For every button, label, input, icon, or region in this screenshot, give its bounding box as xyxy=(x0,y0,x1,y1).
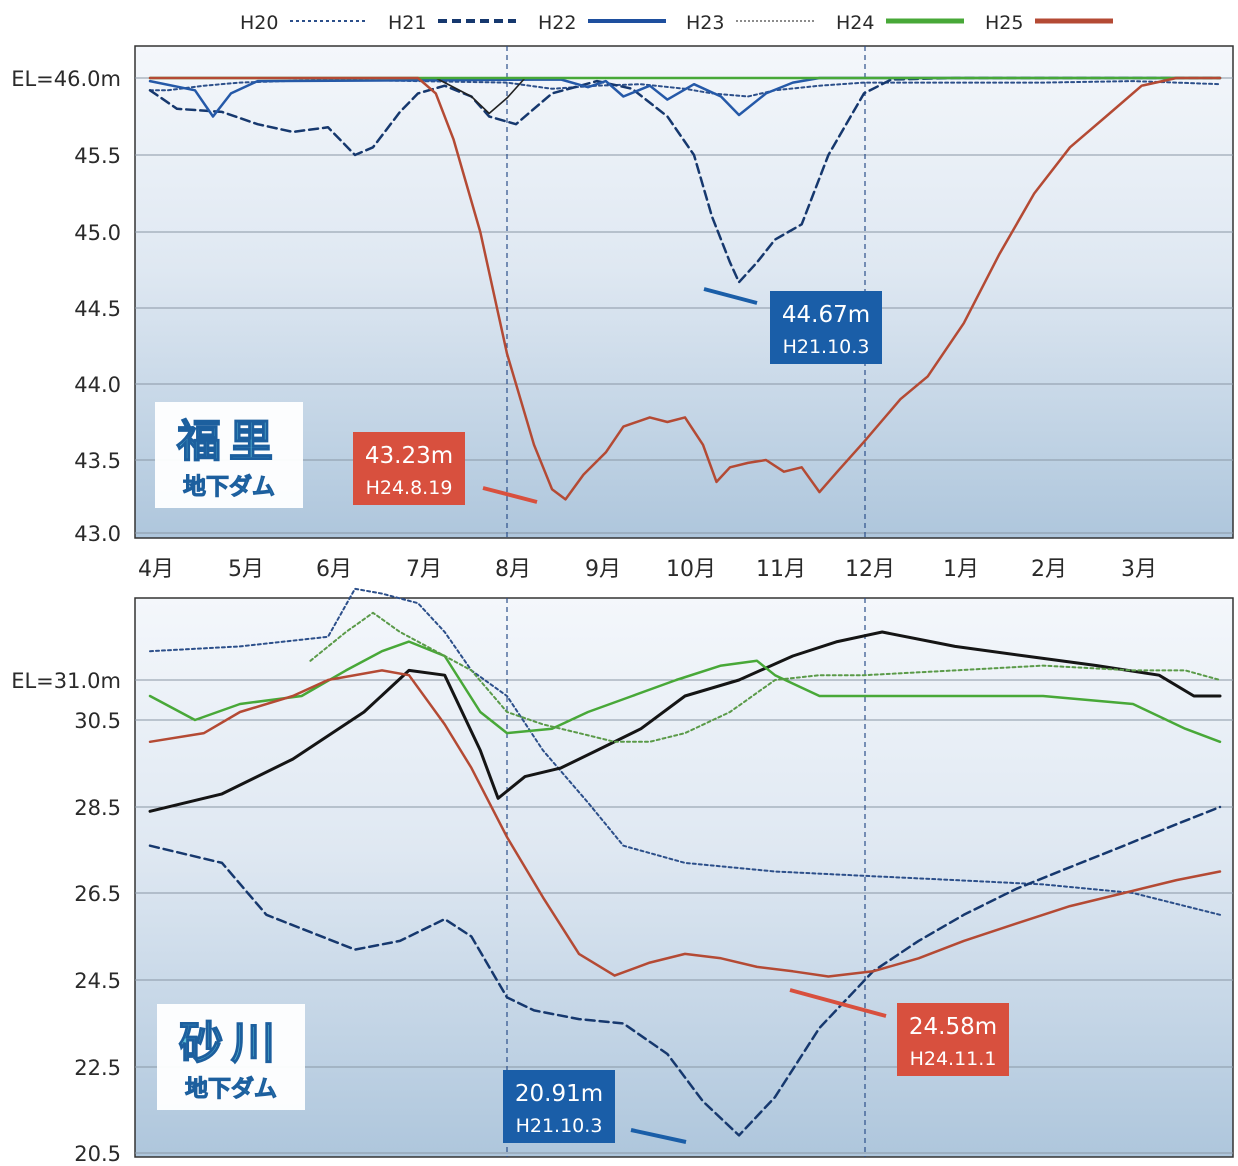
y-tick-label: 24.5 xyxy=(74,969,121,993)
y-tick-label: EL=46.0m xyxy=(11,67,121,91)
callout-value: 20.91m xyxy=(515,1081,603,1107)
y-tick-label: 44.0 xyxy=(74,373,121,397)
y-tick-label: EL=31.0m xyxy=(11,669,121,693)
dam-type-label: 地下ダム xyxy=(185,1075,277,1102)
callout-leader xyxy=(482,486,538,504)
series-line-h21 xyxy=(148,76,1222,284)
y-tick-label: 28.5 xyxy=(74,796,121,820)
legend: H20 H21 H22 H23 H24 H25 xyxy=(240,12,1113,34)
legend-label-h23: H23 xyxy=(686,12,724,34)
callout-date: H21.10.3 xyxy=(783,336,870,358)
plot-area xyxy=(134,597,1234,1158)
dam-name-badge xyxy=(155,402,303,508)
callout-leader xyxy=(789,988,887,1018)
y-tick-label: 30.5 xyxy=(74,709,121,733)
x-tick-label: 9月 xyxy=(585,557,621,582)
x-tick-label: 2月 xyxy=(1031,557,1067,582)
dam-name: 砂川 xyxy=(179,1018,283,1069)
x-tick-label: 4月 xyxy=(138,557,174,582)
y-tick-label: 45.5 xyxy=(74,144,121,168)
callout-value: 43.23m xyxy=(365,443,453,469)
callout-value: 24.58m xyxy=(909,1014,997,1040)
x-tick-label: 8月 xyxy=(495,557,531,582)
legend-label-h25: H25 xyxy=(985,12,1023,34)
y-tick-label: 44.5 xyxy=(74,297,121,321)
y-tick-label: 43.5 xyxy=(74,449,121,473)
x-tick-label: 6月 xyxy=(316,557,352,582)
callout-value: 44.67m xyxy=(782,302,870,328)
y-tick-label: 26.5 xyxy=(74,882,121,906)
callout-box xyxy=(503,1070,615,1143)
x-tick-label: 10月 xyxy=(666,557,716,582)
x-tick-label: 12月 xyxy=(845,557,895,582)
x-axis-month-labels: 4月 5月 6月 7月 8月 9月 10月 11月 12月 1月 2月 3月 xyxy=(138,557,1157,582)
y-tick-label: 45.0 xyxy=(74,221,121,245)
series-line-h24 xyxy=(148,640,1222,744)
legend-label-h22: H22 xyxy=(538,12,576,34)
series-line-h25 xyxy=(148,76,1222,501)
dam-name: 福里 xyxy=(176,416,281,467)
callout-date: H24.11.1 xyxy=(910,1048,997,1070)
x-tick-label: 7月 xyxy=(406,557,442,582)
callout-box xyxy=(353,432,465,505)
callout-box xyxy=(897,1003,1009,1076)
callout-date: H24.8.19 xyxy=(366,477,453,499)
x-tick-label: 5月 xyxy=(228,557,264,582)
series-line-h22 xyxy=(148,630,1222,813)
x-tick-label: 3月 xyxy=(1121,557,1157,582)
callout-leader xyxy=(703,287,758,305)
legend-label-h24: H24 xyxy=(836,12,874,34)
series-line-h20 xyxy=(149,587,1221,916)
series-line-h21 xyxy=(148,805,1222,1137)
series-line-h20b xyxy=(309,611,1221,743)
legend-label-h20: H20 xyxy=(240,12,278,34)
y-tick-label: 20.5 xyxy=(74,1142,121,1166)
callout-leader xyxy=(630,1128,687,1144)
y-tick-label: 22.5 xyxy=(74,1056,121,1080)
dam-type-label: 地下ダム xyxy=(183,473,275,500)
y-tick-label: 43.0 xyxy=(74,522,121,546)
series-line-h20 xyxy=(149,78,1221,98)
legend-label-h21: H21 xyxy=(388,12,426,34)
callout-box xyxy=(770,291,882,364)
series-line-h25 xyxy=(148,669,1222,978)
dam-name-badge xyxy=(157,1004,305,1110)
x-tick-label: 11月 xyxy=(756,557,806,582)
series-line-h22 xyxy=(148,76,1222,118)
x-tick-label: 1月 xyxy=(943,557,979,582)
callout-date: H21.10.3 xyxy=(516,1115,603,1137)
